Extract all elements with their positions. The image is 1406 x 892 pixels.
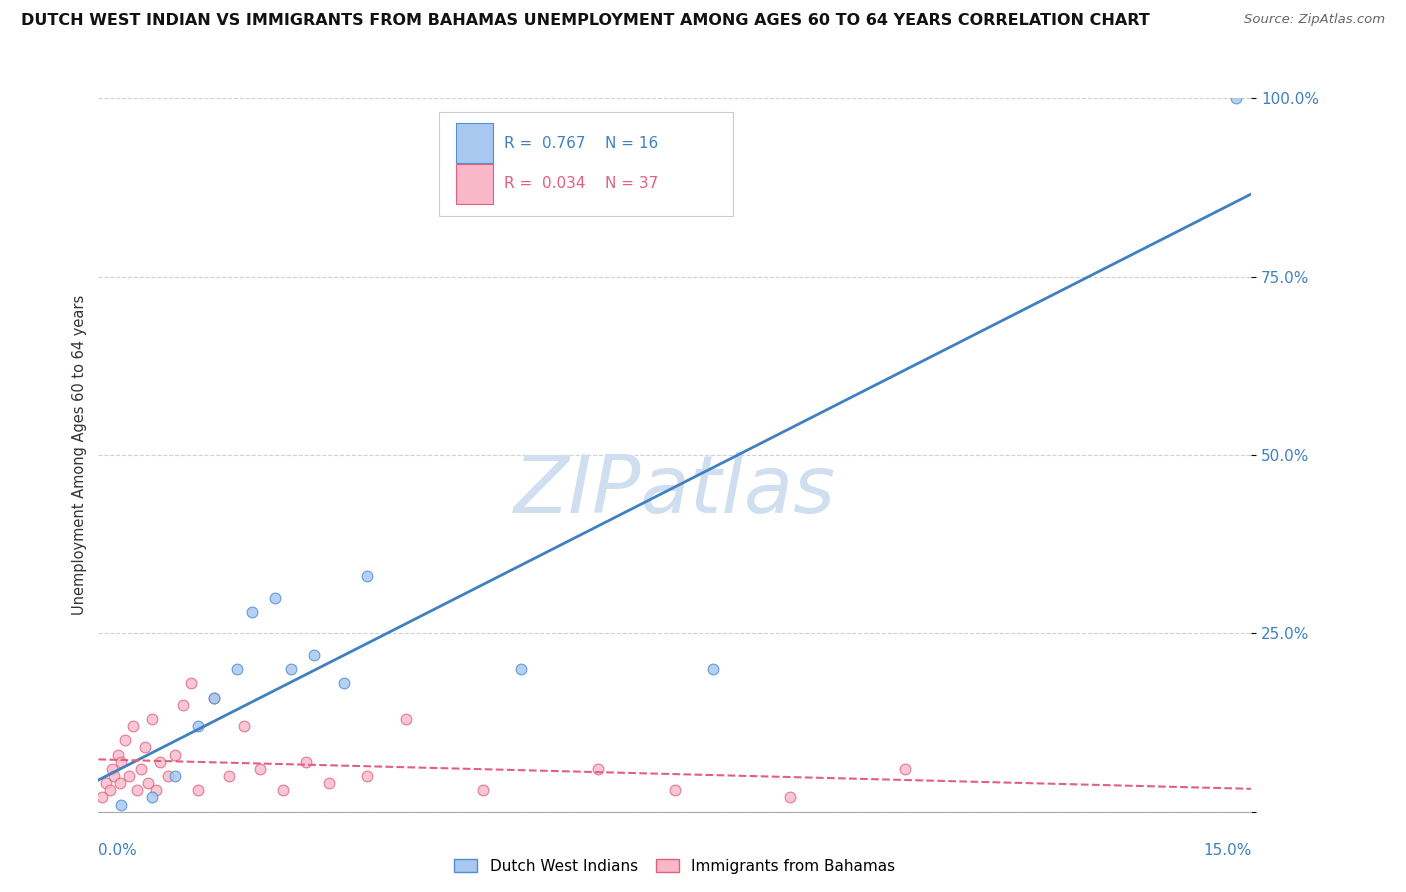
Point	[187, 783, 209, 797]
Point	[141, 790, 163, 805]
Point	[134, 740, 156, 755]
Point	[180, 676, 202, 690]
Point	[165, 769, 187, 783]
Point	[103, 769, 125, 783]
Point	[114, 733, 136, 747]
Point	[264, 591, 287, 605]
Text: Source: ZipAtlas.com: Source: ZipAtlas.com	[1244, 13, 1385, 27]
Point	[141, 712, 163, 726]
FancyBboxPatch shape	[456, 123, 492, 163]
Point	[138, 776, 160, 790]
Point	[122, 719, 145, 733]
Point	[156, 769, 179, 783]
Point	[510, 662, 533, 676]
Point	[107, 747, 129, 762]
Point	[1225, 91, 1247, 105]
Point	[779, 790, 801, 805]
Point	[356, 769, 378, 783]
Point	[202, 690, 225, 705]
Point	[333, 676, 356, 690]
Point	[271, 783, 294, 797]
Text: R =  0.034    N = 37: R = 0.034 N = 37	[505, 177, 658, 191]
Point	[218, 769, 240, 783]
Point	[118, 769, 141, 783]
Y-axis label: Unemployment Among Ages 60 to 64 years: Unemployment Among Ages 60 to 64 years	[72, 294, 87, 615]
Point	[894, 762, 917, 776]
Point	[94, 776, 117, 790]
Point	[471, 783, 494, 797]
Text: 15.0%: 15.0%	[1204, 843, 1251, 858]
Point	[302, 648, 325, 662]
Legend: Dutch West Indians, Immigrants from Bahamas: Dutch West Indians, Immigrants from Baha…	[449, 853, 901, 880]
Point	[586, 762, 609, 776]
Point	[149, 755, 172, 769]
Point	[187, 719, 209, 733]
Point	[249, 762, 271, 776]
Text: 0.0%: 0.0%	[98, 843, 138, 858]
Point	[129, 762, 152, 776]
Point	[295, 755, 318, 769]
Point	[172, 698, 194, 712]
Point	[98, 783, 121, 797]
Point	[125, 783, 148, 797]
Point	[101, 762, 124, 776]
Point	[280, 662, 302, 676]
Point	[395, 712, 418, 726]
Point	[233, 719, 256, 733]
Point	[225, 662, 247, 676]
Point	[108, 776, 131, 790]
Point	[145, 783, 167, 797]
Text: DUTCH WEST INDIAN VS IMMIGRANTS FROM BAHAMAS UNEMPLOYMENT AMONG AGES 60 TO 64 YE: DUTCH WEST INDIAN VS IMMIGRANTS FROM BAH…	[21, 13, 1150, 29]
Point	[110, 797, 132, 812]
FancyBboxPatch shape	[439, 112, 733, 216]
Point	[318, 776, 340, 790]
Point	[240, 605, 263, 619]
Point	[91, 790, 114, 805]
FancyBboxPatch shape	[456, 164, 492, 203]
Text: ZIPatlas: ZIPatlas	[513, 451, 837, 530]
Point	[110, 755, 132, 769]
Point	[702, 662, 724, 676]
Point	[165, 747, 187, 762]
Point	[202, 690, 225, 705]
Point	[664, 783, 686, 797]
Text: R =  0.767    N = 16: R = 0.767 N = 16	[505, 136, 658, 151]
Point	[356, 569, 378, 583]
